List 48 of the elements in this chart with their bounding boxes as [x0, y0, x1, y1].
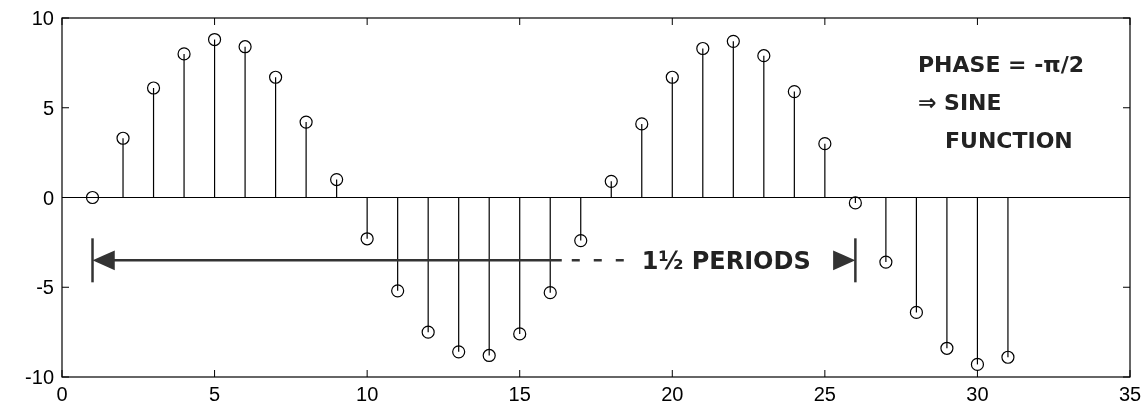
point	[848, 196, 862, 210]
point	[543, 286, 557, 300]
point	[909, 305, 923, 319]
point	[360, 232, 374, 246]
point	[940, 341, 954, 355]
point	[391, 284, 405, 298]
point	[482, 348, 496, 363]
x-tick-label: 15	[508, 383, 531, 405]
x-tick-label: 35	[1118, 383, 1142, 405]
point	[513, 327, 527, 341]
point	[604, 174, 618, 188]
x-tick-label: 5	[209, 383, 221, 405]
annotation: FUNCTION	[945, 128, 1073, 153]
point	[879, 255, 893, 269]
point	[787, 85, 801, 99]
point	[696, 41, 710, 56]
point	[116, 131, 130, 145]
annotation: ⇒ SINE	[918, 90, 1002, 115]
annotation: PHASE = -π/2	[918, 52, 1085, 77]
y-tick-label: 5	[42, 96, 54, 119]
point	[1001, 350, 1015, 364]
point	[299, 115, 313, 129]
x-tick-label: 10	[356, 383, 379, 405]
point	[665, 70, 679, 84]
point	[574, 233, 588, 248]
point	[818, 137, 832, 151]
point	[970, 357, 985, 372]
point	[238, 40, 252, 54]
y-tick-label: 10	[31, 7, 54, 29]
annotation: 1½ PERIODS	[641, 247, 811, 276]
point	[452, 345, 466, 359]
point	[330, 172, 344, 187]
point	[146, 81, 161, 95]
point	[85, 190, 100, 205]
x-tick-label: 30	[966, 383, 989, 405]
y-tick-label: 0	[42, 186, 54, 209]
point	[421, 325, 435, 339]
point	[757, 49, 771, 63]
y-tick-label: -5	[36, 276, 54, 299]
point	[269, 70, 283, 84]
point	[635, 117, 649, 131]
x-tick-label: 0	[56, 383, 68, 405]
x-tick-label: 25	[813, 383, 836, 405]
y-tick-label: -10	[25, 366, 54, 388]
point	[207, 32, 222, 47]
point	[726, 34, 740, 48]
x-tick-label: 20	[661, 383, 684, 405]
point	[177, 47, 191, 61]
